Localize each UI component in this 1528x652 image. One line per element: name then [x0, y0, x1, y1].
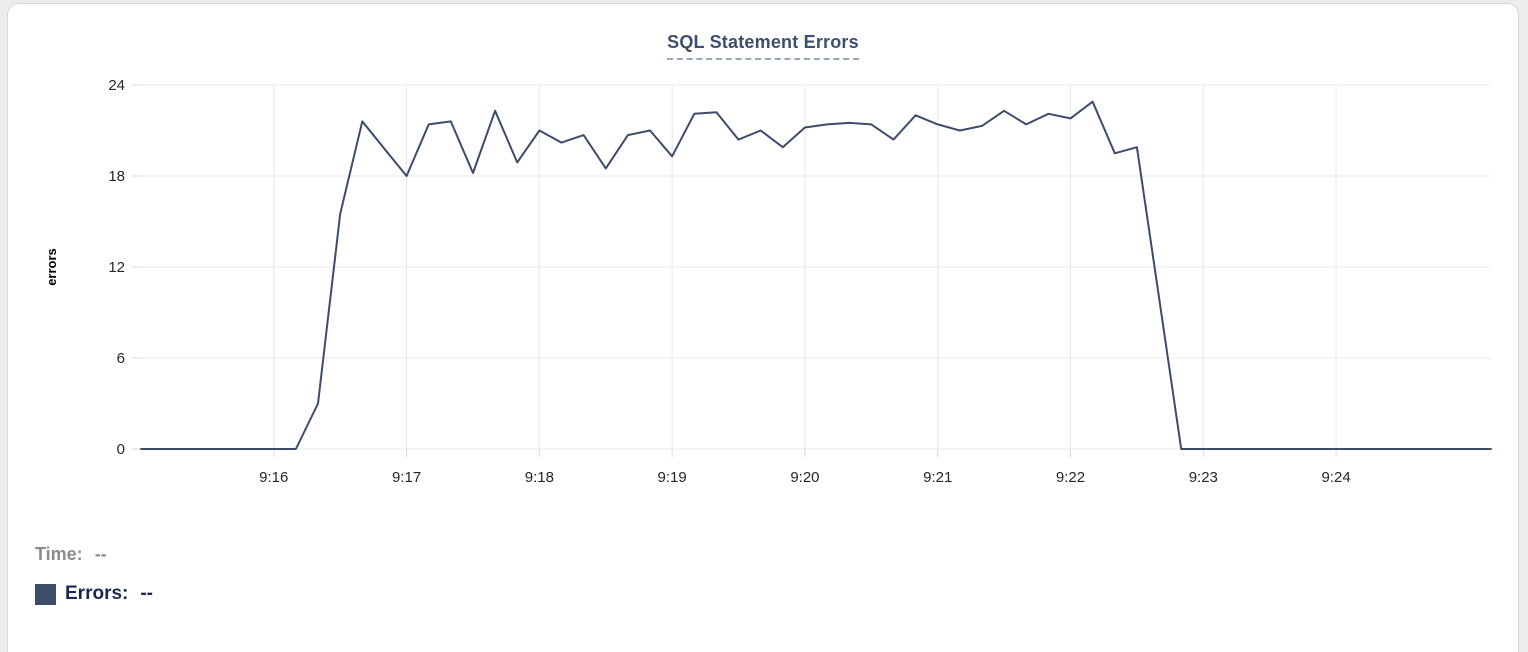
y-axis-labels: 0 6 12 18 24: [108, 77, 125, 458]
svg-text:6: 6: [117, 350, 125, 367]
svg-text:9:21: 9:21: [923, 469, 952, 486]
x-gridlines: [273, 85, 1337, 449]
svg-text:24: 24: [108, 77, 125, 94]
svg-text:0: 0: [117, 441, 125, 458]
y-gridlines: [141, 84, 1491, 450]
chart-header: SQL Statement Errors: [8, 32, 1518, 62]
svg-text:9:17: 9:17: [392, 469, 421, 486]
svg-text:9:23: 9:23: [1189, 469, 1218, 486]
legend-row-time: Time: --: [35, 542, 1518, 566]
series-line: [140, 100, 1492, 450]
svg-text:9:20: 9:20: [790, 469, 819, 486]
x-tickmarks: [273, 449, 1337, 457]
y-tickmarks: [132, 84, 141, 450]
chart-title[interactable]: SQL Statement Errors: [667, 32, 859, 60]
svg-text:9:19: 9:19: [658, 469, 687, 486]
svg-text:18: 18: [108, 168, 125, 185]
legend-row-errors: Errors: --: [35, 582, 1518, 606]
y-axis-title: errors: [44, 248, 59, 286]
legend-time-label: Time:: [35, 543, 83, 564]
chart-card: SQL Statement Errors 0 6 12 18 24 9:16 9:17 9:…: [7, 3, 1519, 652]
errors-line-chart[interactable]: 0 6 12 18 24 9:16 9:17 9:18 9:19 9:20 9:21 9:22 9:2…: [8, 64, 1522, 506]
chart-legend: Time: -- Errors: --: [35, 542, 1518, 606]
svg-text:9:24: 9:24: [1321, 469, 1350, 486]
errors-series-swatch-icon: [35, 583, 56, 605]
svg-text:12: 12: [108, 259, 125, 276]
svg-text:9:18: 9:18: [525, 469, 554, 486]
svg-text:9:22: 9:22: [1056, 469, 1085, 486]
legend-time-value: --: [94, 543, 107, 564]
svg-text:9:16: 9:16: [259, 469, 288, 486]
x-axis-labels: 9:16 9:17 9:18 9:19 9:20 9:21 9:22 9:23 9:24: [259, 469, 1350, 486]
legend-errors-value: --: [140, 583, 154, 604]
legend-errors-label: Errors:: [65, 583, 129, 604]
